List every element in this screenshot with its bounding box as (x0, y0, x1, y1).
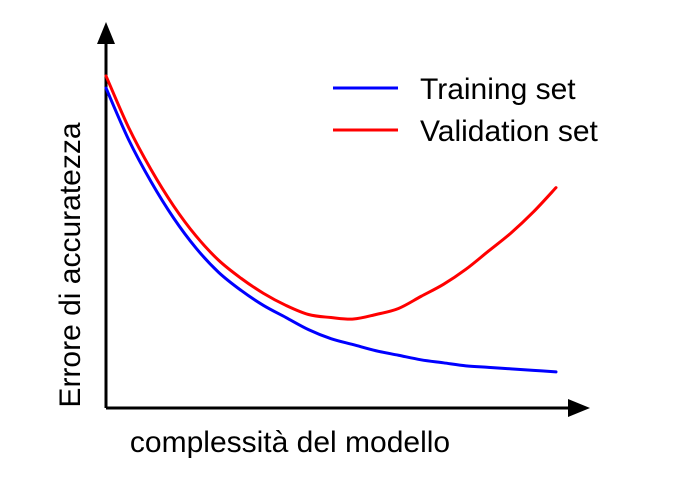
y-axis-label: Errore di accuratezza (54, 122, 87, 407)
legend-label-validation-set: Validation set (420, 115, 599, 148)
series-line-training-set (104, 86, 558, 374)
x-axis-arrow (568, 399, 590, 417)
axes (97, 22, 590, 417)
y-axis-arrow (97, 22, 115, 44)
legend: Training set Validation set (333, 73, 599, 148)
legend-label-training-set: Training set (420, 73, 576, 106)
series-line-validation-set (104, 74, 558, 321)
series-layer (104, 74, 558, 374)
x-axis-label: complessità del modello (130, 426, 450, 459)
